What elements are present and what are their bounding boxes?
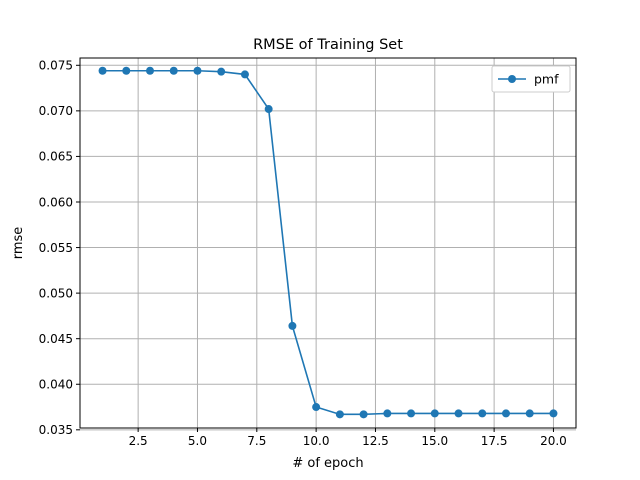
data-point-pmf — [264, 105, 273, 114]
data-point-pmf — [549, 409, 558, 418]
y-tick-label: 0.040 — [39, 378, 73, 392]
x-axis-ticks: 2.5 5.0 7.5 10.0 12.5 15.0 17.5 20.0 — [129, 428, 567, 448]
y-tick-label: 0.055 — [39, 241, 73, 255]
x-tick-label: 10.0 — [303, 434, 330, 448]
y-tick-label: 0.050 — [39, 286, 73, 300]
data-point-pmf — [146, 66, 155, 75]
y-tick-label: 0.045 — [39, 332, 73, 346]
y-tick-label: 0.075 — [39, 59, 73, 73]
data-point-pmf — [359, 410, 368, 419]
legend: pmf — [491, 65, 571, 93]
data-point-pmf — [312, 403, 321, 412]
x-tick-label: 15.0 — [421, 434, 448, 448]
data-point-pmf — [454, 409, 463, 418]
x-tick-label: 2.5 — [129, 434, 148, 448]
data-point-pmf — [478, 409, 487, 418]
data-point-pmf — [98, 66, 107, 75]
legend-label-pmf: pmf — [534, 72, 559, 87]
series-layer — [98, 66, 558, 419]
y-axis-ticks: 0.035 0.040 0.045 0.050 0.055 0.060 0.065 0.070… — [39, 59, 80, 437]
data-point-pmf — [525, 409, 534, 418]
y-tick-label: 0.065 — [39, 150, 73, 164]
data-point-pmf — [288, 321, 297, 330]
y-tick-label: 0.060 — [39, 195, 73, 209]
legend-box — [491, 65, 571, 93]
data-point-pmf — [335, 410, 344, 419]
y-axis-label: rmse — [11, 227, 26, 260]
x-axis-label: # of epoch — [292, 456, 363, 471]
x-tick-label: 17.5 — [481, 434, 508, 448]
data-point-pmf — [407, 409, 416, 418]
grid — [80, 58, 576, 431]
legend-marker — [508, 75, 516, 83]
x-tick-label: 12.5 — [362, 434, 389, 448]
data-point-pmf — [122, 66, 131, 75]
data-point-pmf — [240, 70, 249, 79]
data-point-pmf — [501, 409, 510, 418]
data-point-pmf — [193, 66, 202, 75]
chart-title: RMSE of Training Set — [253, 37, 403, 53]
data-point-pmf — [217, 67, 226, 76]
y-tick-label: 0.070 — [39, 104, 73, 118]
x-tick-label: 7.5 — [247, 434, 266, 448]
y-tick-label: 0.035 — [39, 423, 73, 437]
x-tick-label: 20.0 — [540, 434, 567, 448]
data-point-pmf — [383, 409, 392, 418]
plot-frame — [79, 57, 577, 429]
data-point-pmf — [430, 409, 439, 418]
x-tick-label: 5.0 — [188, 434, 207, 448]
data-point-pmf — [169, 66, 178, 75]
